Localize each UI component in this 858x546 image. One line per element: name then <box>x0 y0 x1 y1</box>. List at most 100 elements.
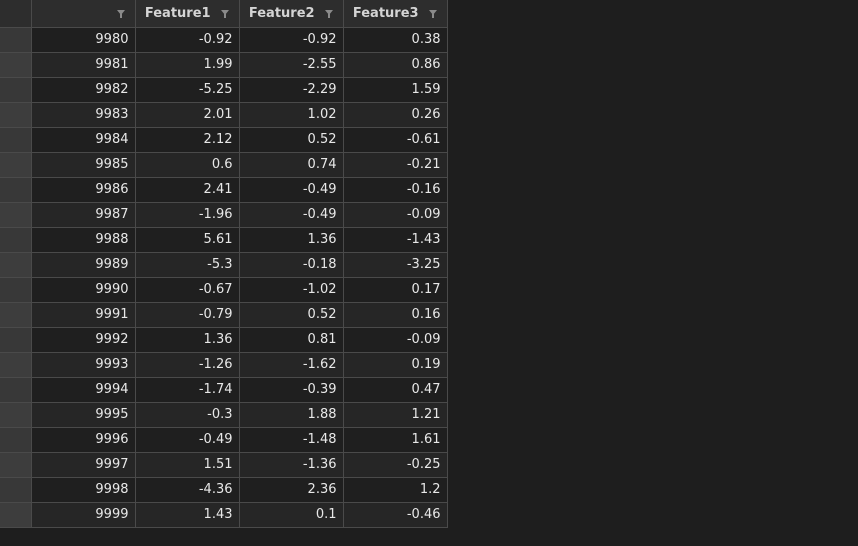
table-row[interactable]: 9993 -1.26 -1.62 0.19 <box>0 352 448 378</box>
table-row[interactable]: 9983 2.01 1.02 0.26 <box>0 102 448 128</box>
index-cell[interactable]: 9995 <box>31 402 136 428</box>
row-selector[interactable] <box>0 52 32 78</box>
row-selector[interactable] <box>0 327 32 353</box>
index-cell[interactable]: 9983 <box>31 102 136 128</box>
filter-icon[interactable] <box>221 9 230 18</box>
row-selector[interactable] <box>0 352 32 378</box>
feature3-cell[interactable]: -0.09 <box>343 327 448 353</box>
feature1-cell[interactable]: 1.36 <box>135 327 240 353</box>
row-selector[interactable] <box>0 152 32 178</box>
feature3-cell[interactable]: 0.26 <box>343 102 448 128</box>
feature2-cell[interactable]: 0.1 <box>239 502 344 528</box>
feature1-cell[interactable]: 1.51 <box>135 452 240 478</box>
row-selector[interactable] <box>0 102 32 128</box>
feature3-cell[interactable]: 0.17 <box>343 277 448 303</box>
feature3-cell[interactable]: -0.16 <box>343 177 448 203</box>
row-selector[interactable] <box>0 452 32 478</box>
index-cell[interactable]: 9993 <box>31 352 136 378</box>
feature3-cell[interactable]: -1.43 <box>343 227 448 253</box>
feature1-cell[interactable]: 1.99 <box>135 52 240 78</box>
table-row[interactable]: 9994 -1.74 -0.39 0.47 <box>0 377 448 403</box>
feature2-cell[interactable]: 0.74 <box>239 152 344 178</box>
row-selector[interactable] <box>0 402 32 428</box>
table-row[interactable]: 9997 1.51 -1.36 -0.25 <box>0 452 448 478</box>
table-row[interactable]: 9981 1.99 -2.55 0.86 <box>0 52 448 78</box>
feature1-cell[interactable]: -0.67 <box>135 277 240 303</box>
feature2-cell[interactable]: -0.39 <box>239 377 344 403</box>
column-header-feature2[interactable]: Feature2 <box>239 0 344 28</box>
feature2-cell[interactable]: -1.62 <box>239 352 344 378</box>
table-row[interactable]: 9990 -0.67 -1.02 0.17 <box>0 277 448 303</box>
index-cell[interactable]: 9980 <box>31 27 136 53</box>
table-row[interactable]: 9987 -1.96 -0.49 -0.09 <box>0 202 448 228</box>
feature2-cell[interactable]: 1.36 <box>239 227 344 253</box>
index-cell[interactable]: 9991 <box>31 302 136 328</box>
table-row[interactable]: 9986 2.41 -0.49 -0.16 <box>0 177 448 203</box>
feature2-cell[interactable]: 0.81 <box>239 327 344 353</box>
feature1-cell[interactable]: -1.26 <box>135 352 240 378</box>
feature1-cell[interactable]: -0.92 <box>135 27 240 53</box>
feature3-cell[interactable]: 1.2 <box>343 477 448 503</box>
feature3-cell[interactable]: -0.09 <box>343 202 448 228</box>
row-selector[interactable] <box>0 127 32 153</box>
feature1-cell[interactable]: -1.96 <box>135 202 240 228</box>
index-cell[interactable]: 9988 <box>31 227 136 253</box>
index-cell[interactable]: 9984 <box>31 127 136 153</box>
row-selector[interactable] <box>0 202 32 228</box>
table-row[interactable]: 9988 5.61 1.36 -1.43 <box>0 227 448 253</box>
index-cell[interactable]: 9987 <box>31 202 136 228</box>
feature1-cell[interactable]: 2.01 <box>135 102 240 128</box>
feature2-cell[interactable]: -0.92 <box>239 27 344 53</box>
row-selector[interactable] <box>0 27 32 53</box>
filter-icon[interactable] <box>116 9 125 18</box>
feature2-cell[interactable]: -2.55 <box>239 52 344 78</box>
feature1-cell[interactable]: 5.61 <box>135 227 240 253</box>
feature3-cell[interactable]: -0.25 <box>343 452 448 478</box>
feature2-cell[interactable]: 2.36 <box>239 477 344 503</box>
feature1-cell[interactable]: 2.12 <box>135 127 240 153</box>
index-cell[interactable]: 9997 <box>31 452 136 478</box>
feature1-cell[interactable]: -5.3 <box>135 252 240 278</box>
feature3-cell[interactable]: -0.61 <box>343 127 448 153</box>
feature1-cell[interactable]: -5.25 <box>135 77 240 103</box>
feature1-cell[interactable]: 1.43 <box>135 502 240 528</box>
index-cell[interactable]: 9981 <box>31 52 136 78</box>
index-cell[interactable]: 9992 <box>31 327 136 353</box>
feature1-cell[interactable]: -4.36 <box>135 477 240 503</box>
table-row[interactable]: 9991 -0.79 0.52 0.16 <box>0 302 448 328</box>
table-row[interactable]: 9998 -4.36 2.36 1.2 <box>0 477 448 503</box>
index-column-header[interactable] <box>31 0 136 28</box>
feature1-cell[interactable]: -0.79 <box>135 302 240 328</box>
row-selector[interactable] <box>0 177 32 203</box>
feature3-cell[interactable]: -3.25 <box>343 252 448 278</box>
feature3-cell[interactable]: 1.61 <box>343 427 448 453</box>
row-selector[interactable] <box>0 227 32 253</box>
index-cell[interactable]: 9985 <box>31 152 136 178</box>
feature2-cell[interactable]: -2.29 <box>239 77 344 103</box>
row-selector[interactable] <box>0 427 32 453</box>
feature3-cell[interactable]: -0.46 <box>343 502 448 528</box>
feature2-cell[interactable]: 1.02 <box>239 102 344 128</box>
index-cell[interactable]: 9998 <box>31 477 136 503</box>
index-cell[interactable]: 9994 <box>31 377 136 403</box>
feature2-cell[interactable]: -0.18 <box>239 252 344 278</box>
feature1-cell[interactable]: -0.3 <box>135 402 240 428</box>
filter-icon[interactable] <box>429 9 438 18</box>
feature3-cell[interactable]: -0.21 <box>343 152 448 178</box>
column-header-feature3[interactable]: Feature3 <box>343 0 448 28</box>
filter-icon[interactable] <box>325 9 334 18</box>
table-row[interactable]: 9995 -0.3 1.88 1.21 <box>0 402 448 428</box>
feature3-cell[interactable]: 0.47 <box>343 377 448 403</box>
feature2-cell[interactable]: 1.88 <box>239 402 344 428</box>
feature3-cell[interactable]: 0.86 <box>343 52 448 78</box>
row-selector[interactable] <box>0 77 32 103</box>
feature2-cell[interactable]: -0.49 <box>239 177 344 203</box>
table-row[interactable]: 9980 -0.92 -0.92 0.38 <box>0 27 448 53</box>
table-row[interactable]: 9989 -5.3 -0.18 -3.25 <box>0 252 448 278</box>
index-cell[interactable]: 9996 <box>31 427 136 453</box>
table-row[interactable]: 9999 1.43 0.1 -0.46 <box>0 502 448 528</box>
feature3-cell[interactable]: 0.19 <box>343 352 448 378</box>
feature2-cell[interactable]: 0.52 <box>239 302 344 328</box>
row-selector[interactable] <box>0 477 32 503</box>
feature3-cell[interactable]: 1.59 <box>343 77 448 103</box>
